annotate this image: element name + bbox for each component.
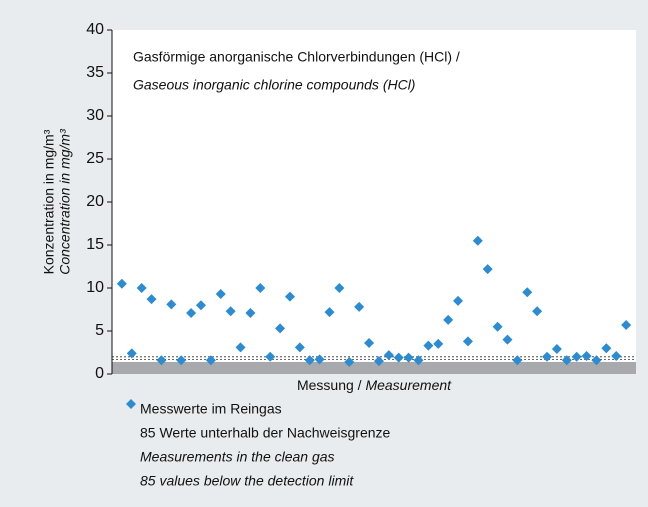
title-line: Gaseous inorganic chlorine compounds (HC… xyxy=(133,77,415,93)
data-point xyxy=(601,343,612,354)
data-point xyxy=(245,307,256,318)
title-line: Gasförmige anorganische Chlorverbindunge… xyxy=(133,49,460,65)
y-tick-label: 15 xyxy=(86,236,104,253)
y-tick-label: 5 xyxy=(95,322,104,339)
data-point xyxy=(611,350,622,361)
legend-marker xyxy=(126,399,136,409)
data-point xyxy=(186,307,197,318)
data-point xyxy=(443,314,454,325)
y-label: Concentration in mg/m³ xyxy=(57,129,73,275)
data-point xyxy=(116,278,127,289)
data-point xyxy=(195,300,206,311)
data-point xyxy=(373,356,384,367)
data-point xyxy=(324,307,335,318)
data-point xyxy=(166,299,177,310)
x-label: Messung / Measurement xyxy=(297,377,452,393)
data-point xyxy=(284,291,295,302)
y-tick-label: 25 xyxy=(86,150,104,167)
data-point xyxy=(215,289,226,300)
data-point xyxy=(383,350,394,361)
data-point xyxy=(176,355,187,366)
data-point xyxy=(304,355,315,366)
data-point xyxy=(235,342,246,353)
shaded-band xyxy=(112,361,636,374)
data-point xyxy=(354,301,365,312)
data-point xyxy=(364,338,375,349)
data-point xyxy=(136,283,147,293)
data-point xyxy=(502,334,513,345)
legend-note: 85 Werte unterhalb der Nachweisgrenze xyxy=(140,425,391,441)
x-label-regular: Messung / xyxy=(297,377,362,393)
data-point xyxy=(413,355,424,366)
data-point xyxy=(561,355,572,366)
y-label: Konzentration in mg/m³ xyxy=(41,129,57,274)
legend-entry: Messwerte im Reingas xyxy=(140,401,282,417)
data-point xyxy=(126,348,137,359)
data-point xyxy=(344,356,355,367)
legend-note: 85 values below the detection limit xyxy=(140,473,354,489)
plot-area xyxy=(112,30,636,374)
y-tick-label: 20 xyxy=(86,193,104,210)
data-point xyxy=(532,306,543,317)
legend-note: Measurements in the clean gas xyxy=(140,449,335,465)
data-point xyxy=(591,355,602,366)
data-point xyxy=(275,323,286,334)
y-tick-label: 10 xyxy=(86,279,104,296)
data-point xyxy=(156,355,167,366)
data-point xyxy=(542,351,553,362)
data-point xyxy=(294,342,305,353)
data-point xyxy=(512,355,523,366)
data-point xyxy=(265,351,276,362)
data-point xyxy=(403,352,414,363)
data-point xyxy=(581,350,592,361)
y-tick-label: 40 xyxy=(86,21,104,38)
data-point xyxy=(146,294,157,305)
data-point xyxy=(462,336,473,347)
data-point xyxy=(314,354,325,365)
data-point xyxy=(433,338,444,349)
data-point xyxy=(334,283,345,293)
data-point xyxy=(621,319,632,330)
data-point xyxy=(225,306,236,317)
data-point xyxy=(571,351,582,362)
data-point xyxy=(472,235,483,246)
y-tick-label: 30 xyxy=(86,107,104,124)
data-point xyxy=(522,287,533,298)
data-point xyxy=(255,283,266,293)
y-tick-label: 0 xyxy=(95,365,104,382)
x-label-italic: Measurement xyxy=(365,377,452,393)
data-point xyxy=(551,344,562,355)
data-point xyxy=(492,321,503,332)
y-tick-label: 35 xyxy=(86,64,104,81)
data-point xyxy=(453,295,464,306)
data-point xyxy=(482,264,493,275)
data-point xyxy=(393,352,404,363)
data-point xyxy=(205,355,216,366)
data-point xyxy=(423,340,434,351)
